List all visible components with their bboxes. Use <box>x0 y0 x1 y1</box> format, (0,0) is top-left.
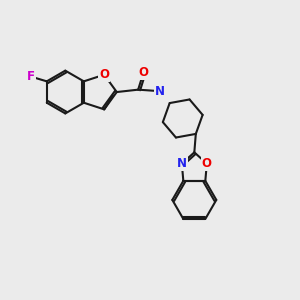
Text: O: O <box>139 66 148 79</box>
Text: O: O <box>202 157 212 170</box>
Text: F: F <box>27 70 35 83</box>
Text: O: O <box>99 68 109 81</box>
Text: N: N <box>154 85 165 98</box>
Text: N: N <box>177 157 187 170</box>
